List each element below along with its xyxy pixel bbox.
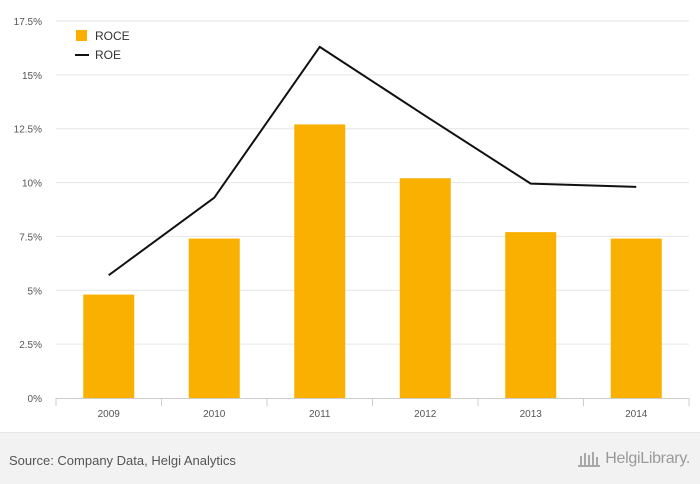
footer: Source: Company Data, Helgi Analytics He… bbox=[0, 432, 700, 484]
y-tick-label: 2.5% bbox=[19, 340, 42, 351]
legend-roce-label: ROCE bbox=[95, 29, 130, 43]
legend-roce-swatch bbox=[76, 30, 87, 41]
roe-line bbox=[108, 45, 637, 277]
x-tick-label: 2010 bbox=[203, 409, 226, 420]
roce-bar bbox=[83, 294, 135, 398]
x-tick-label: 2009 bbox=[98, 409, 121, 420]
x-axis bbox=[55, 398, 690, 406]
y-tick-label: 10% bbox=[22, 179, 42, 190]
roce-bar bbox=[610, 238, 662, 398]
brand-name: HelgiLibrary. bbox=[605, 450, 690, 467]
y-tick-label: 15% bbox=[22, 71, 42, 82]
x-tick-label: 2012 bbox=[414, 409, 437, 420]
y-tick-label: 7.5% bbox=[19, 232, 42, 243]
x-tick-label: 2013 bbox=[520, 409, 543, 420]
roce-bar bbox=[505, 232, 557, 398]
y-tick-label: 17.5% bbox=[14, 17, 42, 28]
roce-bars bbox=[83, 124, 662, 399]
y-tick-label: 12.5% bbox=[14, 125, 42, 136]
y-tick-label: 0% bbox=[28, 394, 43, 405]
library-building-icon bbox=[578, 452, 601, 467]
roce-bar bbox=[188, 238, 240, 398]
x-tick-label: 2014 bbox=[625, 409, 648, 420]
x-tick-label: 2011 bbox=[309, 409, 331, 420]
brand-link[interactable]: HelgiLibrary. bbox=[576, 449, 690, 469]
source-note: Source: Company Data, Helgi Analytics bbox=[9, 453, 236, 468]
legend: ROCE ROE bbox=[75, 29, 130, 62]
roce-bar bbox=[399, 178, 451, 398]
x-axis-ticks: 2009 2010 2011 2012 2013 2014 bbox=[98, 409, 648, 420]
roce-bar bbox=[294, 124, 346, 399]
roe-line-layer bbox=[108, 45, 637, 277]
legend-roe-label: ROE bbox=[95, 48, 121, 62]
chart-plot: 0% 2.5% 5% 7.5% 10% 12.5% 15% 17.5% 2009 2010 201… bbox=[14, 17, 690, 420]
y-tick-label: 5% bbox=[28, 286, 43, 297]
y-axis-ticks: 0% 2.5% 5% 7.5% 10% 12.5% 15% 17.5% bbox=[14, 17, 42, 405]
grid-lines bbox=[56, 20, 689, 345]
